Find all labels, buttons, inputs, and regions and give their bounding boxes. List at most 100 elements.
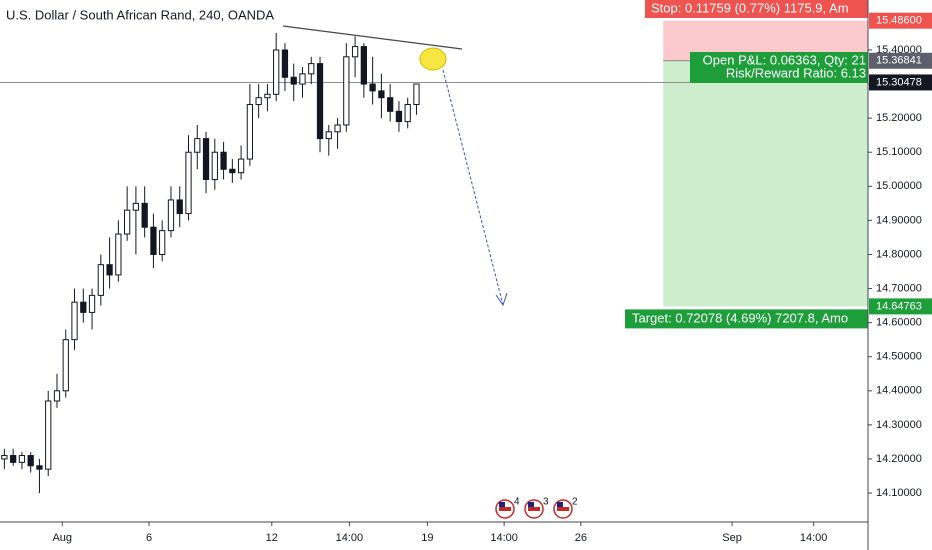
candle-body: [220, 151, 227, 170]
candle-body: [124, 209, 131, 235]
x-tick-label: 14:00: [490, 532, 518, 544]
candle-body: [62, 339, 69, 392]
x-tick-label: 12: [266, 532, 278, 544]
candle-body: [264, 93, 271, 99]
target-label-box: [625, 309, 868, 329]
target-zone: [663, 60, 868, 307]
candle-body: [255, 97, 262, 106]
y-tick-label: 15.10000: [876, 146, 922, 158]
candle-body: [404, 104, 411, 123]
candle-body: [18, 455, 26, 463]
candle-body: [395, 110, 403, 123]
candle-body: [71, 301, 78, 341]
pl-label-box: [690, 52, 868, 83]
candle-body: [351, 46, 359, 58]
stop-label-box: [645, 0, 868, 18]
y-tick-label: 15.20000: [876, 112, 922, 124]
target-label: Target: 0.72078 (4.69%) 7207.8, Amo: [632, 310, 848, 325]
price-axis: [868, 0, 932, 550]
y-tick-label: 14.10000: [876, 487, 922, 499]
candle-body: [246, 104, 254, 160]
candle-body: [36, 465, 43, 470]
x-tick-label: 6: [146, 532, 152, 544]
x-tick-label: 19: [421, 532, 433, 544]
candle-body: [325, 131, 332, 140]
event-count: 4: [514, 497, 520, 508]
y-tick-label: 14.20000: [876, 453, 922, 465]
candle-body: [308, 63, 315, 75]
price-label-box: [869, 74, 932, 91]
x-tick-label: Aug: [52, 532, 72, 544]
candle-body: [150, 226, 157, 255]
candle-body: [167, 199, 175, 232]
candle-body: [115, 233, 122, 276]
candle-body: [194, 138, 201, 153]
candle-body: [281, 49, 289, 78]
x-tick-label: 26: [575, 532, 587, 544]
candle-body: [80, 301, 87, 313]
y-tick-label: 14.70000: [876, 282, 922, 294]
candle-body: [159, 230, 166, 255]
event-count: 3: [543, 497, 549, 508]
price-label-box: [869, 298, 932, 315]
highlight-ellipse: [419, 47, 447, 71]
y-tick-label: 14.80000: [876, 248, 922, 260]
candle-body: [185, 151, 192, 215]
trend-line: [282, 25, 463, 50]
price-label: 15.30478: [876, 76, 922, 88]
y-tick-label: 14.50000: [876, 351, 922, 363]
stop-label: Stop: 0.11759 (0.77%) 1175.9, Am: [651, 0, 849, 15]
candle-body: [229, 168, 236, 174]
pl-label: Open P&L: 0.06363, Qty: 21: [703, 52, 866, 67]
x-tick-label: Sep: [722, 532, 742, 544]
candle-body: [413, 83, 420, 106]
event-flag-stripe: [557, 507, 569, 511]
event-flag-stripe: [528, 507, 540, 511]
candle-body: [369, 83, 376, 92]
candle-body: [299, 73, 306, 85]
event-flag-canton: [557, 502, 563, 507]
candle-body: [176, 199, 183, 215]
candle-body: [45, 400, 52, 470]
candle-body: [141, 202, 148, 228]
time-axis: [0, 522, 868, 550]
candle-body: [10, 455, 17, 463]
rr-label: Risk/Reward Ratio: 6.13: [726, 65, 866, 80]
price-label: 15.36841: [876, 55, 922, 67]
arrow-head: [495, 292, 508, 307]
price-label-box: [869, 52, 932, 69]
candle-body: [360, 46, 367, 85]
x-tick-label: 14:00: [800, 532, 828, 544]
candle-body: [387, 97, 394, 112]
candle-body: [132, 202, 140, 211]
candle-body: [211, 151, 218, 180]
y-tick-label: 14.30000: [876, 419, 922, 431]
event-flag-stripe: [499, 507, 511, 511]
y-tick-label: 14.90000: [876, 214, 922, 226]
candle-body: [202, 138, 210, 180]
candle-body: [237, 158, 245, 174]
chart-title: U.S. Dollar / South African Rand, 240, O…: [6, 7, 274, 22]
candle-body: [97, 264, 104, 296]
y-tick-label: 14.40000: [876, 385, 922, 397]
candle-body: [106, 264, 113, 276]
event-count: 2: [572, 497, 578, 508]
candle-body: [88, 294, 96, 313]
candle-body: [273, 49, 280, 95]
price-label: 14.64763: [876, 300, 922, 312]
candle-body: [334, 124, 341, 133]
candle-body: [316, 63, 324, 140]
y-tick-label: 15.00000: [876, 180, 922, 192]
event-flag-canton: [499, 502, 505, 507]
x-tick-label: 14:00: [336, 532, 364, 544]
event-flag-canton: [528, 502, 534, 507]
price-label-box: [869, 12, 932, 29]
candle-body: [1, 455, 8, 460]
candle-body: [343, 56, 350, 126]
candle-body: [27, 455, 34, 467]
candle-body: [378, 90, 385, 99]
candle-body: [53, 390, 61, 402]
projection-arrow: [442, 69, 504, 306]
price-label: 15.48600: [876, 15, 922, 27]
